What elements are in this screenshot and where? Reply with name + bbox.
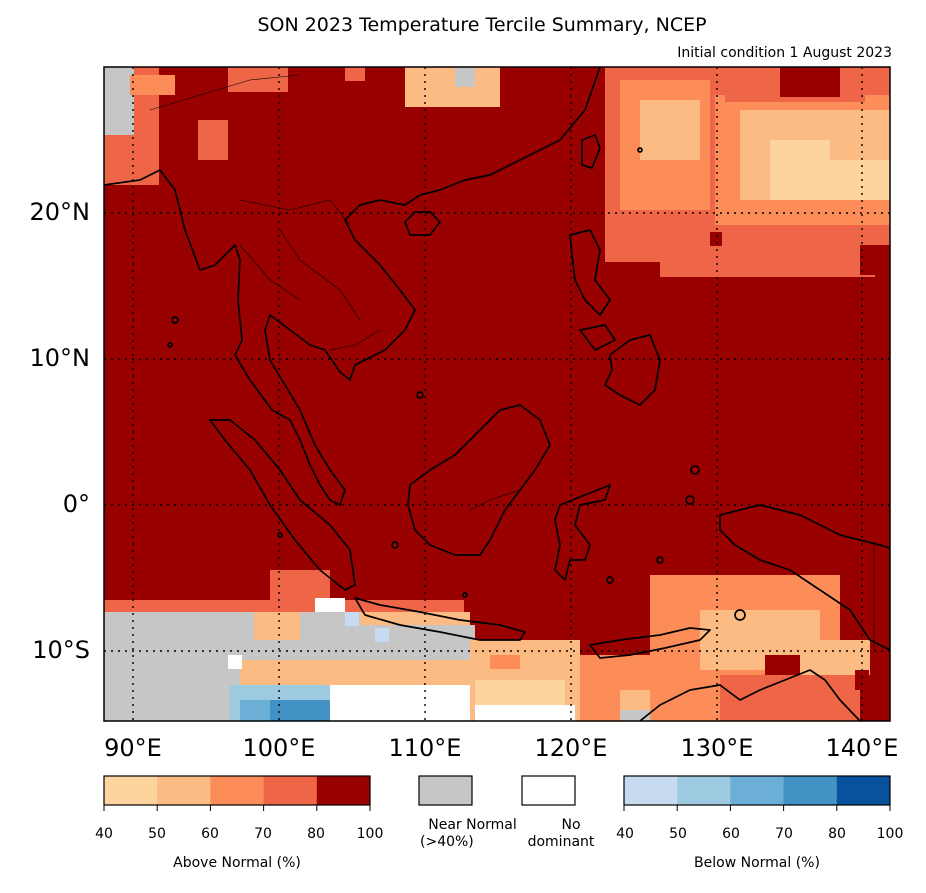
below-tick-40: 40: [616, 826, 634, 842]
coastlines: [104, 67, 890, 721]
near-normal-label-line1: Near Normal: [428, 817, 517, 833]
below-normal-title: Below Normal (%): [694, 855, 820, 871]
lat-label-10n: 10°N: [29, 344, 91, 372]
lon-label-110e: 110°E: [388, 734, 462, 762]
no-dominant-label-line1: No: [561, 817, 581, 833]
above-tick-100: 100: [356, 826, 384, 842]
above-normal-title: Above Normal (%): [173, 855, 301, 871]
no-dominant-swatch: [521, 775, 576, 806]
initial-condition-subtitle: Initial condition 1 August 2023: [677, 45, 892, 61]
s-central-patches: [470, 575, 870, 721]
map-frame: [103, 66, 891, 722]
no-dominant-label: No dominant: [505, 817, 617, 851]
above-tick-50: 50: [148, 826, 166, 842]
above-normal-colorbar: [103, 775, 371, 806]
above-normal-colorbar-segment-4: [316, 776, 371, 805]
below-normal-colorbar: [623, 775, 891, 806]
above-normal-colorbar-segment-3: [263, 776, 318, 805]
above-normal-colorbar-segment-2: [210, 776, 265, 805]
below-tick-70: 70: [775, 826, 793, 842]
country-borders: [149, 74, 875, 650]
lat-label-0: 0°: [62, 490, 90, 518]
above-tick-40: 40: [95, 826, 113, 842]
above-normal-colorbar-segment-1: [157, 776, 211, 805]
ne-pacific-patches: [605, 67, 890, 277]
lon-label-90e: 90°E: [104, 734, 162, 762]
below-tick-80: 80: [828, 826, 846, 842]
below-tick-50: 50: [669, 826, 687, 842]
below-normal-colorbar-segment-1: [677, 776, 731, 805]
near-normal-label: Near Normal (>40%): [410, 817, 535, 851]
above-normal-colorbar-frame: [103, 775, 371, 806]
above-normal-colorbar-segment-0: [104, 776, 158, 805]
below-normal-colorbar-segment-0: [624, 776, 678, 805]
lon-label-140e: 140°E: [825, 734, 899, 762]
lon-label-120e: 120°E: [534, 734, 608, 762]
near-normal-swatch: [418, 775, 473, 806]
lat-label-10s: 10°S: [32, 636, 90, 664]
below-normal-colorbar-frame: [623, 775, 891, 806]
below-normal-colorbar-segment-2: [730, 776, 785, 805]
sw-ocean-patches: [104, 570, 480, 721]
lon-label-100e: 100°E: [242, 734, 316, 762]
no-dominant-label-line2: dominant: [527, 834, 595, 850]
below-normal-colorbar-segment-3: [783, 776, 838, 805]
page-title: SON 2023 Temperature Tercile Summary, NC…: [257, 14, 707, 36]
above-tick-70: 70: [254, 826, 272, 842]
lon-label-130e: 130°E: [680, 734, 754, 762]
above-tick-80: 80: [307, 826, 325, 842]
above-tick-60: 60: [201, 826, 219, 842]
nw-corner-patches: [104, 67, 500, 185]
below-tick-60: 60: [722, 826, 740, 842]
below-normal-colorbar-segment-4: [836, 776, 891, 805]
below-tick-100: 100: [876, 826, 904, 842]
lat-label-20n: 20°N: [29, 198, 91, 226]
graticule: [104, 67, 890, 721]
near-normal-label-line2: (>40%): [420, 834, 474, 850]
